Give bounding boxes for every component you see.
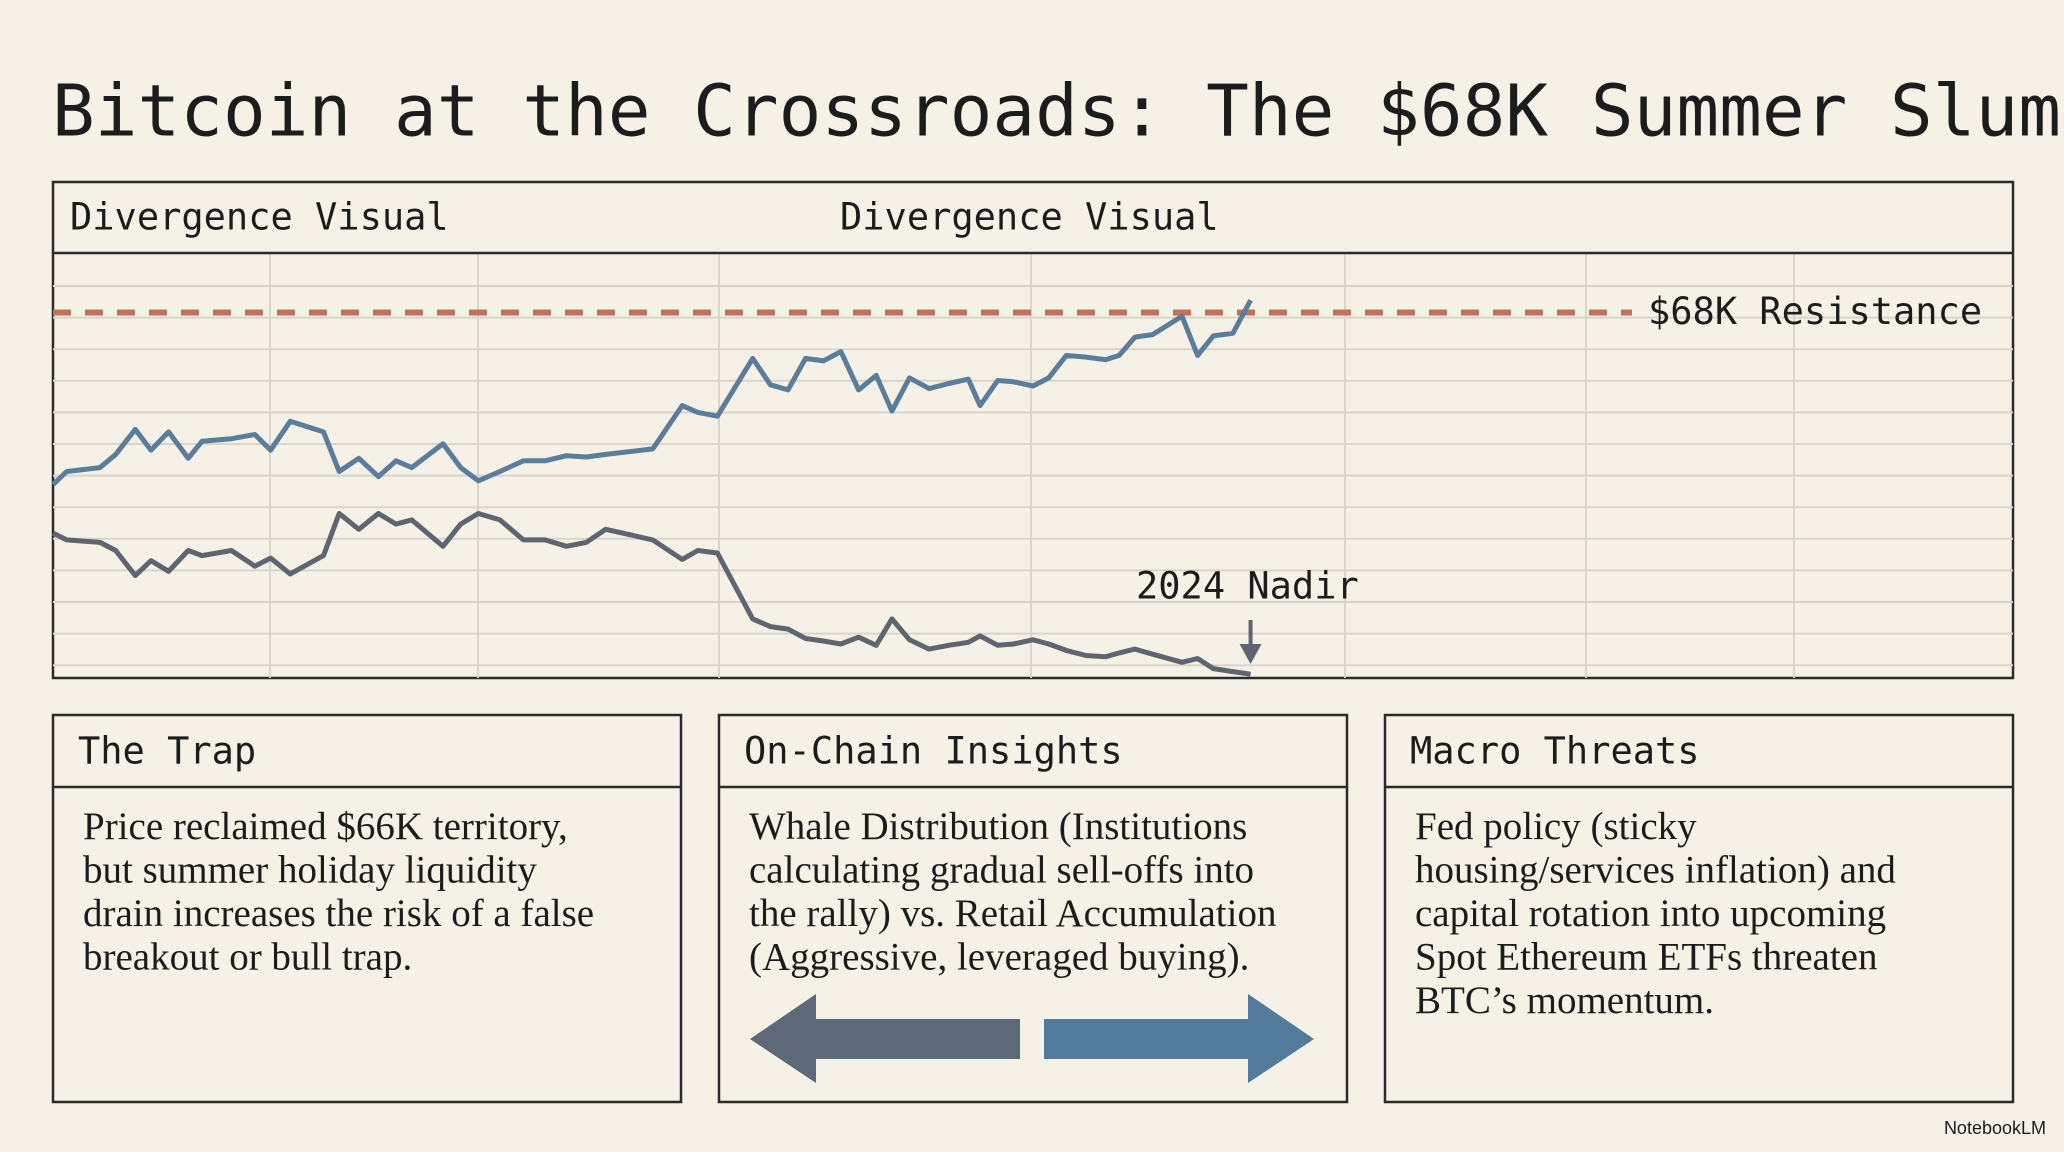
slide-title: Bitcoin at the Crossroads: The $68K Summ… (52, 70, 2064, 153)
panel-body-line: but summer holiday liquidity (83, 848, 537, 891)
chart-area: Divergence Visual Divergence Visual $68K… (51, 180, 2015, 680)
panel-body-line: calculating gradual sell-offs into (749, 848, 1254, 891)
panel-frame (717, 713, 1349, 1104)
footer-brand: NotebookLM (1944, 1118, 2046, 1138)
panel-title: On-Chain Insights (744, 730, 1123, 773)
panel-body-line: BTC’s momentum. (1415, 979, 1714, 1022)
right-arrow (1044, 994, 1314, 1083)
chart-header: Divergence Visual (70, 196, 449, 239)
panel-body-line: (Aggressive, leveraged buying). (749, 935, 1249, 978)
chart-frame (51, 180, 2015, 680)
panel-title: The Trap (78, 730, 256, 773)
chart-header: Divergence Visual (840, 196, 1219, 239)
nadir-arrow-head (1239, 644, 1262, 664)
panel-body-line: Fed policy (sticky (1415, 805, 1697, 848)
panel-body-line: Price reclaimed $66K territory, (83, 805, 568, 848)
panel-body-line: breakout or bull trap. (83, 935, 412, 978)
resistance-label: $68K Resistance (1648, 290, 1982, 333)
nadir-label: 2024 Nadir (1136, 565, 1359, 608)
left-arrow (750, 994, 1020, 1083)
panel-body-line: capital rotation into upcoming (1415, 892, 1886, 935)
panel-frame (51, 713, 683, 1104)
panel-body-line: Whale Distribution (Institutions (749, 805, 1247, 848)
panel-body-line: Spot Ethereum ETFs threaten (1415, 935, 1877, 978)
panel-body-line: the rally) vs. Retail Accumulation (749, 892, 1276, 935)
series-line (51, 299, 1253, 487)
panel-title: Macro Threats (1410, 730, 1700, 773)
panel-frame (1383, 713, 2015, 1104)
panel-body-line: housing/services inflation) and (1415, 848, 1896, 891)
panel-body-line: drain increases the risk of a false (83, 892, 594, 935)
series-line (51, 511, 1251, 677)
